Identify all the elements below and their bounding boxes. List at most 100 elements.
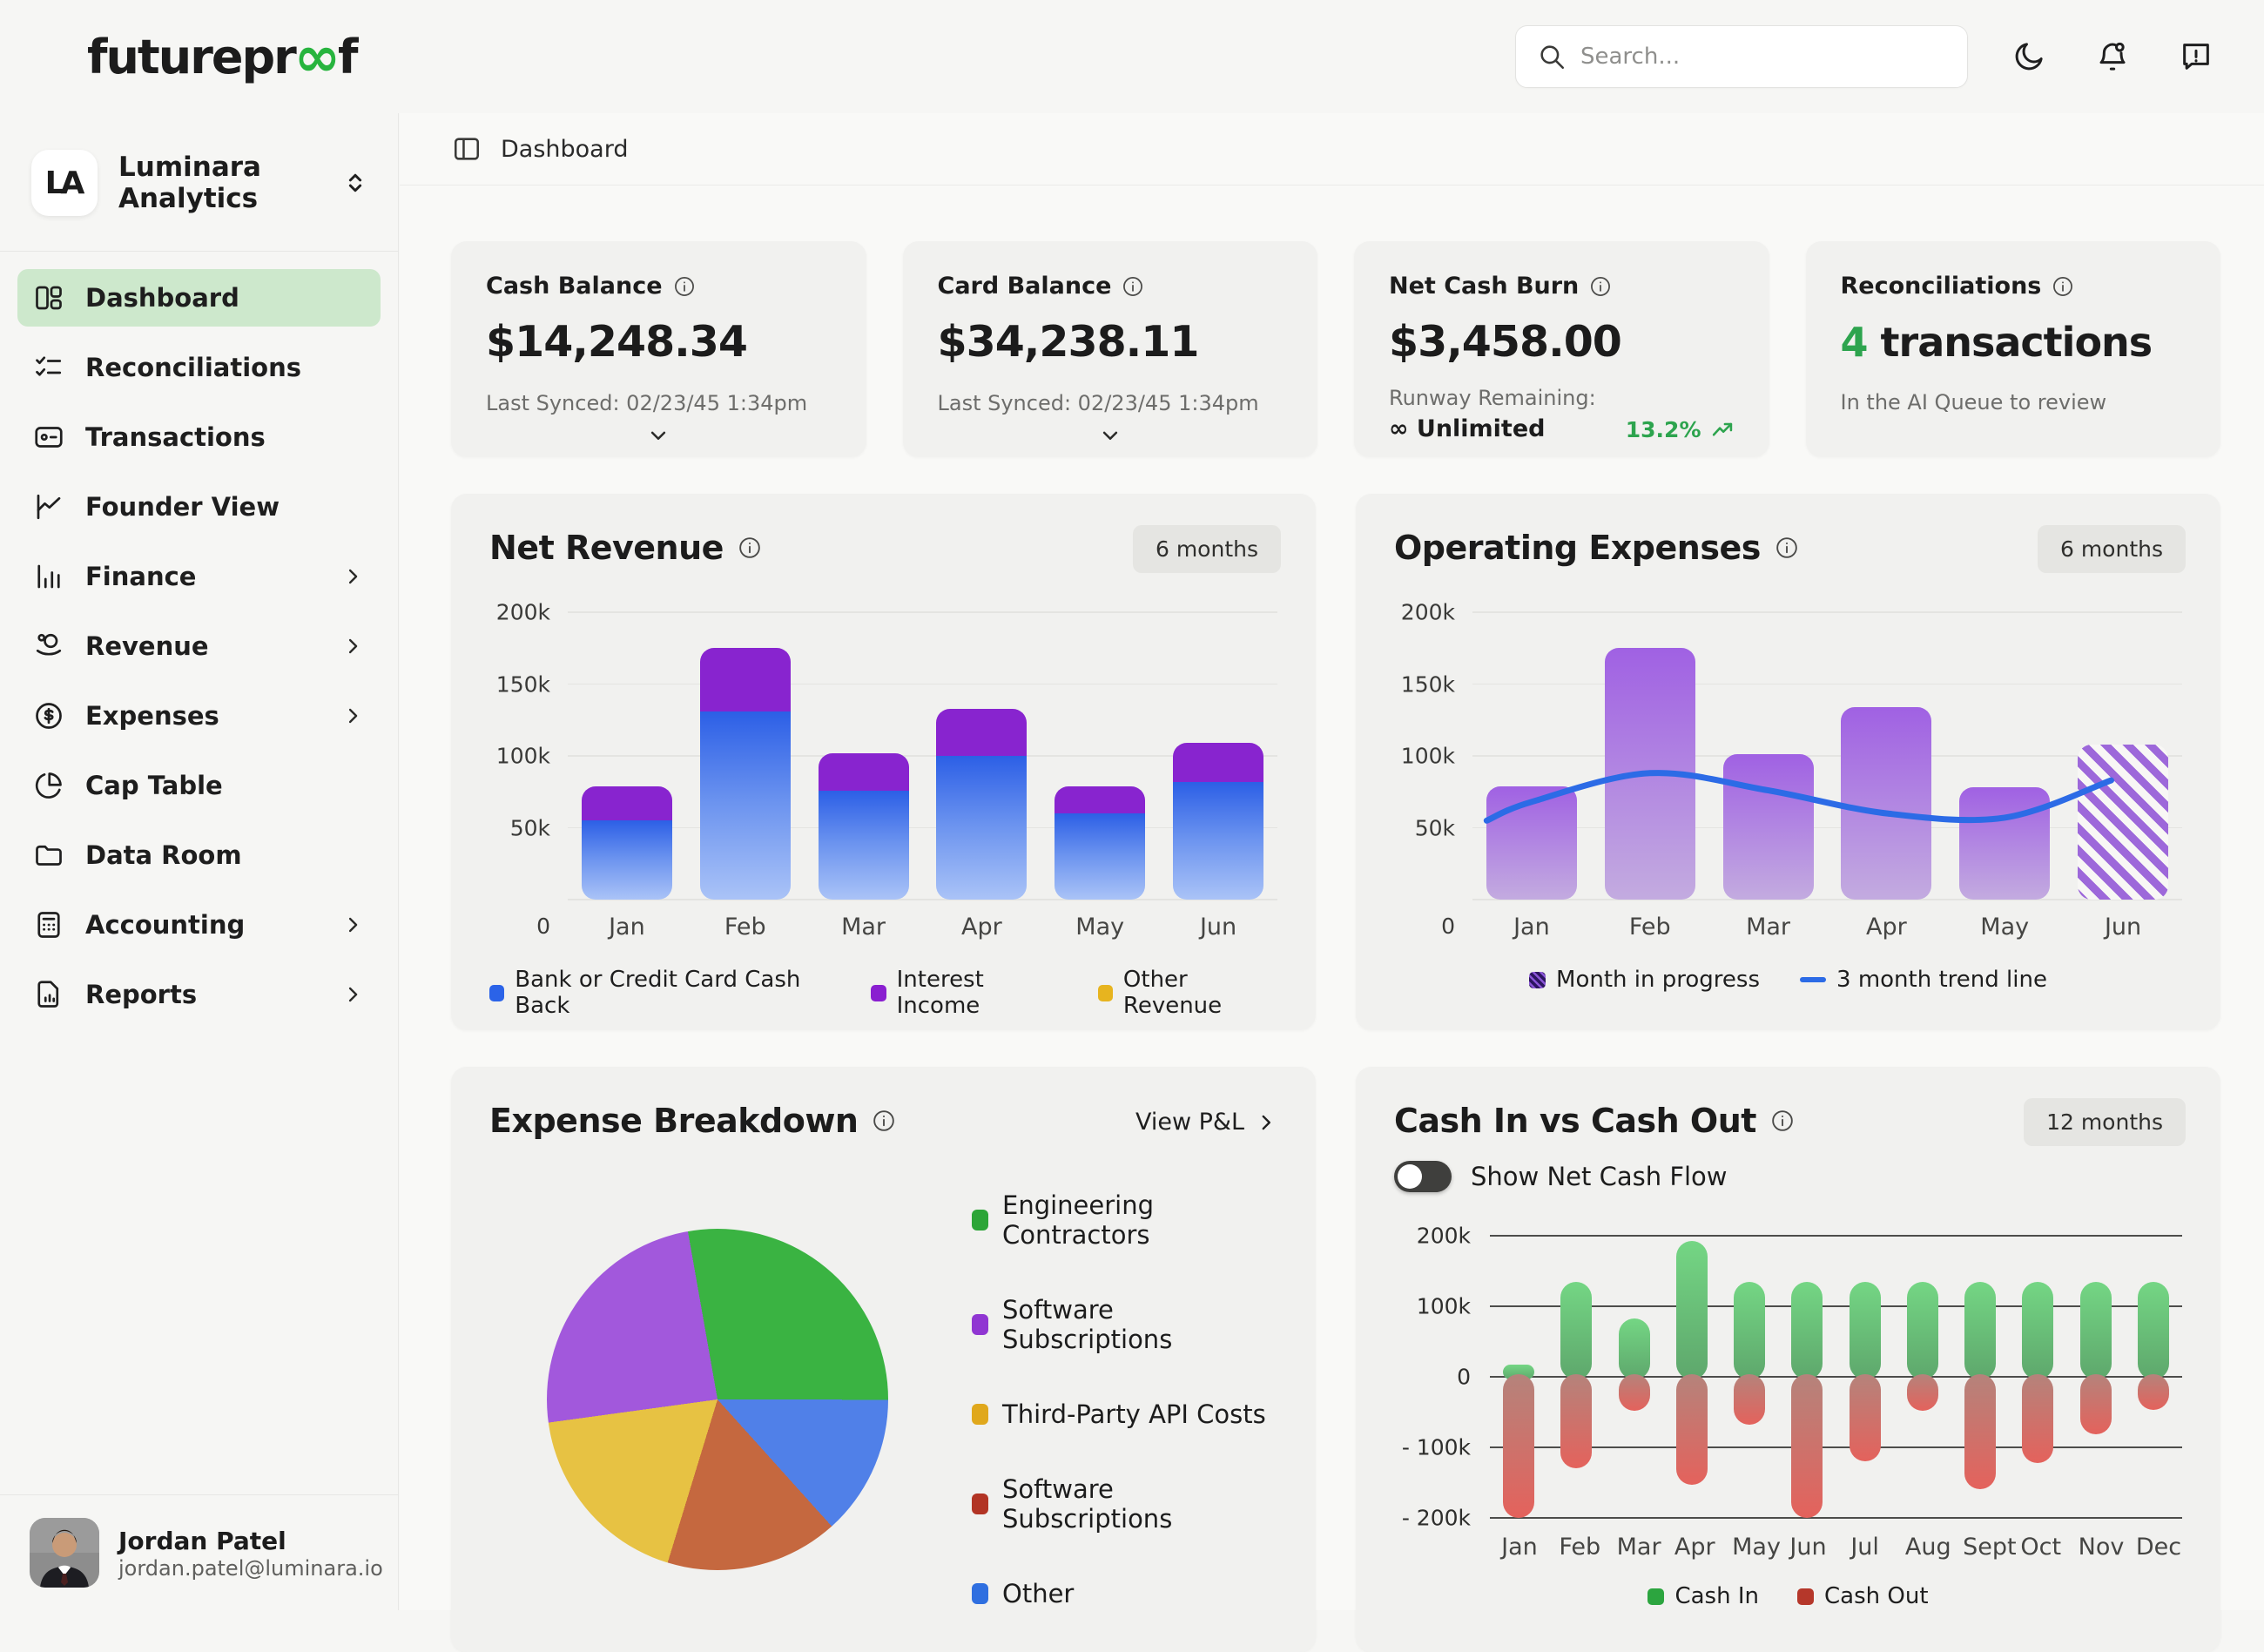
bar-cash-out — [1964, 1374, 1997, 1489]
x-tick-label: Jun — [2104, 914, 2142, 941]
moon-icon — [2011, 39, 2046, 74]
bar-jun[interactable] — [1173, 743, 1264, 900]
bar-pair-oct[interactable] — [2020, 1236, 2055, 1518]
toggle-label: Show Net Cash Flow — [1471, 1162, 1728, 1191]
bar-pair-nov[interactable] — [2079, 1236, 2113, 1518]
expense-breakdown-card: Expense Breakdown View P&L Engineering C… — [451, 1067, 1316, 1652]
bar-jan[interactable] — [581, 786, 672, 900]
bar-feb[interactable] — [1604, 648, 1695, 900]
pie-icon — [33, 770, 64, 801]
bar-segment-interest-income — [581, 786, 672, 821]
burn-delta-badge: 13.2% — [1626, 417, 1735, 442]
recon-unit: transactions — [1867, 319, 2153, 366]
info-icon[interactable] — [1770, 1109, 1795, 1133]
bar-segment-interest-income — [1055, 786, 1146, 813]
bar-pair-jul[interactable] — [1848, 1236, 1883, 1518]
bar-jun[interactable] — [2078, 744, 2169, 900]
bar-segment-interest-income — [818, 752, 909, 791]
range-selector[interactable]: 6 months — [2037, 525, 2186, 573]
search-input[interactable]: Search... — [1515, 25, 1968, 88]
x-tick-label: Feb — [724, 914, 766, 941]
gridline — [1490, 1376, 2182, 1378]
bar-pair-sept[interactable] — [1963, 1236, 1998, 1518]
bar-pair-mar[interactable] — [1617, 1236, 1652, 1518]
user-menu[interactable]: Jordan Patel jordan.patel@luminara.io — [0, 1494, 421, 1610]
legend-swatch — [972, 1583, 988, 1604]
bar-jan[interactable] — [1486, 786, 1577, 900]
bar-expense — [1722, 754, 1814, 900]
info-icon[interactable] — [1589, 275, 1612, 298]
bar-may[interactable] — [1055, 786, 1146, 900]
feedback-button[interactable] — [2173, 34, 2219, 79]
bar-apr[interactable] — [936, 708, 1028, 900]
chart-title: Net Revenue — [489, 529, 724, 567]
x-tick-label: Jul — [1850, 1534, 1879, 1561]
bar-mar[interactable] — [818, 752, 909, 900]
sidebar-item-data-room[interactable]: Data Room — [17, 826, 381, 884]
sidebar-item-expenses[interactable]: Expenses — [17, 687, 381, 745]
expand-card-button[interactable] — [1097, 422, 1123, 448]
legend-item: Month in progress — [1529, 967, 1760, 993]
x-tick-label: May — [1075, 914, 1125, 941]
info-icon[interactable] — [872, 1109, 896, 1133]
bar-cash-out — [1675, 1374, 1708, 1485]
bar-apr[interactable] — [1841, 706, 1932, 900]
bar-cash-in — [2022, 1282, 2054, 1379]
pie-legend: Engineering Contractors Software Subscrip… — [972, 1190, 1269, 1608]
sidebar-item-accounting[interactable]: Accounting — [17, 896, 381, 954]
logo-text-post: f — [338, 29, 358, 84]
y-tick-label: 100k — [1400, 743, 1455, 769]
sidebar-item-finance[interactable]: Finance — [17, 548, 381, 605]
view-pnl-link[interactable]: View P&L — [1135, 1109, 1277, 1136]
sidebar-item-dashboard[interactable]: Dashboard — [17, 269, 381, 327]
bar-cash-in — [2137, 1282, 2169, 1379]
bar-cash-out — [1503, 1374, 1535, 1518]
bar-pair-jun[interactable] — [1789, 1236, 1824, 1518]
sidebar-item-revenue[interactable]: Revenue — [17, 617, 381, 675]
sidebar-item-reports[interactable]: Reports — [17, 966, 381, 1023]
search-placeholder: Search... — [1580, 44, 1681, 70]
notifications-button[interactable] — [2090, 34, 2135, 79]
info-icon[interactable] — [1122, 275, 1144, 298]
legend-item: Cash In — [1647, 1583, 1759, 1609]
bar-pair-apr[interactable] — [1674, 1236, 1709, 1518]
theme-toggle-button[interactable] — [2006, 34, 2052, 79]
bar-cash-out — [1734, 1374, 1766, 1426]
sidebar-toggle-icon[interactable] — [452, 134, 482, 164]
info-icon[interactable] — [738, 536, 762, 560]
sidebar-item-founder-view[interactable]: Founder View — [17, 478, 381, 536]
feedback-chat-icon — [2179, 39, 2213, 74]
y-tick-label: - 200k — [1401, 1505, 1471, 1531]
expand-card-button[interactable] — [645, 422, 671, 448]
sidebar-item-reconciliations[interactable]: Reconciliations — [17, 339, 381, 396]
range-selector[interactable]: 6 months — [1132, 525, 1281, 573]
bar-cash-in — [1906, 1282, 1938, 1379]
range-selector[interactable]: 12 months — [2024, 1098, 2186, 1146]
bar-cash-in — [1791, 1282, 1823, 1379]
info-icon[interactable] — [1775, 536, 1799, 560]
legend-swatch — [972, 1494, 988, 1514]
delta-value: 13.2% — [1625, 417, 1701, 442]
bar-segment-cash-back — [581, 820, 672, 900]
stat-value: $14,248.34 — [486, 317, 748, 367]
workspace-switcher[interactable]: LA Luminara Analytics — [0, 113, 398, 251]
info-icon[interactable] — [2052, 275, 2074, 298]
bar-pair-feb[interactable] — [1559, 1236, 1594, 1518]
bar-pair-dec[interactable] — [2136, 1236, 2171, 1518]
bar-mar[interactable] — [1722, 754, 1814, 900]
y-tick-label: 100k — [495, 743, 550, 769]
sidebar-item-transactions[interactable]: Transactions — [17, 408, 381, 466]
bar-feb[interactable] — [699, 648, 791, 900]
bar-may[interactable] — [1959, 787, 2051, 900]
stat-title: Reconciliations — [1840, 273, 2042, 300]
info-icon[interactable] — [673, 275, 696, 298]
expense-pie-chart[interactable] — [547, 1229, 888, 1570]
net-cash-flow-toggle[interactable] — [1394, 1161, 1452, 1192]
sidebar-item-cap-table[interactable]: Cap Table — [17, 757, 381, 814]
bar-pair-aug[interactable] — [1905, 1236, 1940, 1518]
net-revenue-card: Net Revenue 6 months 200k 150k 100k 50k 0 Jan… — [451, 494, 1316, 1030]
bar-cash-out — [1906, 1374, 1938, 1411]
bar-pair-may[interactable] — [1732, 1236, 1767, 1518]
y-tick-label: 50k — [509, 815, 550, 840]
bar-pair-jan[interactable] — [1501, 1236, 1536, 1518]
